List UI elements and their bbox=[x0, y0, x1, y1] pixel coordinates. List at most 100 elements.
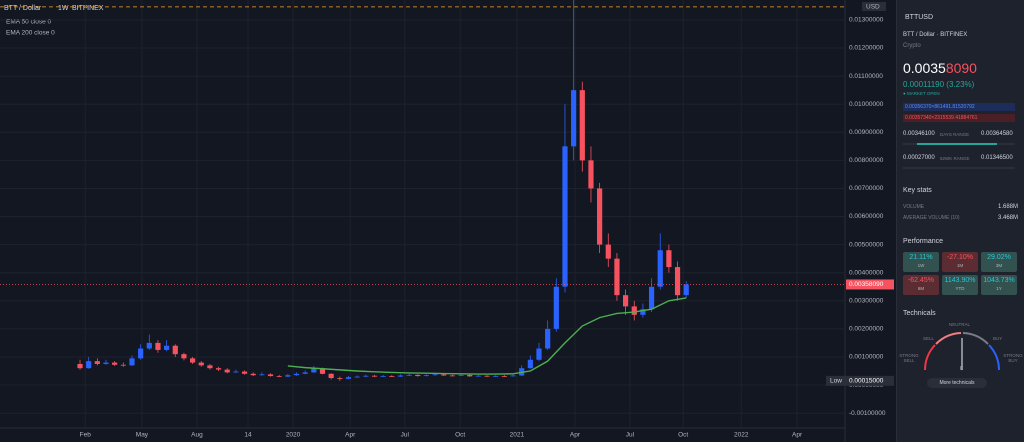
candle-body bbox=[562, 146, 568, 287]
candle-body bbox=[302, 372, 308, 374]
candle-body bbox=[631, 306, 637, 315]
currency-box[interactable] bbox=[862, 2, 886, 11]
gauge-sell: SELL bbox=[923, 336, 935, 341]
candle-body bbox=[207, 365, 213, 369]
x-tick-label: Oct bbox=[455, 432, 465, 439]
candle-body bbox=[493, 376, 499, 377]
candle-body bbox=[94, 361, 100, 364]
candle-body bbox=[683, 284, 689, 296]
y-tick-label: 0.00400000 bbox=[849, 269, 884, 276]
x-tick-label: Oct bbox=[678, 432, 688, 439]
gauge-arc bbox=[962, 332, 989, 345]
bid: 0.00356370×861491.81520792 bbox=[903, 103, 1015, 111]
candle-body bbox=[441, 374, 447, 376]
perf-value: 1143.90% bbox=[944, 277, 976, 284]
perf-period: YTD bbox=[955, 286, 965, 291]
x-tick-label: Apr bbox=[345, 432, 356, 439]
candle-body bbox=[406, 374, 412, 376]
candle-body bbox=[77, 363, 83, 369]
candle-body bbox=[241, 371, 248, 374]
gauge-arc bbox=[924, 344, 936, 371]
candle-body bbox=[484, 375, 490, 377]
candle-body bbox=[363, 375, 369, 377]
gauge bbox=[924, 332, 1000, 371]
days-fill bbox=[917, 143, 997, 145]
ema200-legend[interactable]: EMA 200 close 0 bbox=[6, 30, 55, 37]
gauge-strong-buy: STRONG BUY bbox=[1003, 353, 1023, 363]
candle-body bbox=[458, 374, 464, 376]
low-tag bbox=[826, 375, 894, 386]
symbol[interactable]: BTT / Dollar bbox=[4, 5, 42, 12]
gauge-arc bbox=[988, 344, 1000, 371]
perf-tile: -62.45% 6M bbox=[903, 275, 939, 295]
w52-label: 52WK RANGE bbox=[940, 156, 970, 161]
y-tick-label: 0.00700000 bbox=[849, 185, 884, 192]
candle-body bbox=[648, 286, 655, 310]
candle-body bbox=[657, 250, 663, 287]
candle-body bbox=[597, 188, 603, 245]
candle-body bbox=[380, 376, 386, 377]
w52-high: 0.01346500 bbox=[981, 155, 1013, 161]
tiles: 21.11% 1W -27.10% 1M 29.02% 3M -62.45% 6M 1143.9… bbox=[903, 252, 1019, 298]
panel-symbol[interactable]: BTTUSD bbox=[905, 14, 933, 21]
ask: 0.00357340×2315539.41884761 bbox=[903, 114, 1015, 122]
candle-body bbox=[198, 362, 204, 366]
change: 0.00011190 (3.23%) bbox=[903, 80, 975, 89]
w52-low: 0.00027000 bbox=[903, 155, 935, 161]
stat-value: 3.468M bbox=[997, 215, 1018, 221]
candle-body bbox=[449, 375, 455, 377]
candle-body bbox=[501, 376, 507, 377]
technicals-title: Technicals bbox=[903, 310, 936, 317]
candle-body bbox=[571, 90, 577, 147]
perf-period: 6M bbox=[917, 286, 925, 291]
perf-value: 21.11% bbox=[909, 254, 933, 261]
candle-body bbox=[588, 160, 594, 189]
y-tick-label: 0.00800000 bbox=[849, 157, 884, 164]
candle-body bbox=[276, 376, 282, 377]
candle-body bbox=[510, 375, 516, 377]
perf-tile: 1043.73% 1Y bbox=[981, 275, 1017, 295]
currency[interactable]: USD bbox=[866, 4, 880, 11]
candle-body bbox=[423, 375, 430, 377]
candle-body bbox=[674, 267, 681, 296]
key-stats-title: Key stats bbox=[903, 187, 932, 194]
stat-name: AVERAGE VOLUME (10) bbox=[903, 215, 960, 221]
candle-body bbox=[371, 375, 378, 377]
perf-value: 1043.73% bbox=[983, 277, 1015, 284]
chart: BTT / Dollar 1W BITFINEX EMA 50 close 0 … bbox=[0, 0, 894, 442]
candle-body bbox=[155, 342, 161, 350]
stat-value: 1.688M bbox=[997, 204, 1018, 210]
candle-body bbox=[397, 375, 404, 377]
candle-body bbox=[337, 378, 343, 379]
candle-body bbox=[164, 345, 170, 350]
ema-line bbox=[287, 297, 687, 375]
x-tick-label: 2020 bbox=[286, 432, 301, 439]
stat-name: VOLUME bbox=[903, 204, 925, 210]
ema50-legend[interactable]: EMA 50 close 0 bbox=[6, 19, 52, 26]
y-tick-label: 0.00600000 bbox=[849, 213, 884, 220]
perf-tile: 1143.90% YTD bbox=[942, 275, 978, 295]
x-tick-label: 14 bbox=[244, 432, 252, 439]
interval[interactable]: 1W bbox=[58, 5, 69, 12]
last-price-tag bbox=[846, 279, 894, 290]
candle-body bbox=[467, 374, 473, 377]
candle-body bbox=[233, 371, 239, 373]
candle-body bbox=[112, 362, 118, 365]
y-tick-label: -0.00100000 bbox=[849, 410, 886, 417]
gauge-arc bbox=[935, 332, 962, 345]
performance-title: Performance bbox=[903, 238, 944, 245]
exchange[interactable]: BITFINEX bbox=[72, 5, 104, 12]
y-tick-label: 0.00100000 bbox=[849, 354, 884, 361]
x-tick-label: May bbox=[136, 432, 149, 439]
candle-body bbox=[138, 348, 144, 359]
candle-body bbox=[189, 358, 196, 363]
more-technicals[interactable]: More technicals bbox=[927, 378, 987, 388]
y-tick-label: 0.01200000 bbox=[849, 45, 884, 52]
price-tail: 8090 bbox=[945, 60, 977, 76]
candle-body bbox=[389, 376, 395, 377]
gauge-strong-sell: STRONG SELL bbox=[899, 353, 919, 363]
side-panel: BTTUSD BTT / Dollar · BITFINEX Crypto 0.… bbox=[896, 0, 1024, 442]
x-tick-label: Jul bbox=[626, 432, 635, 439]
candle-body bbox=[86, 361, 92, 369]
candle-body bbox=[622, 295, 629, 307]
